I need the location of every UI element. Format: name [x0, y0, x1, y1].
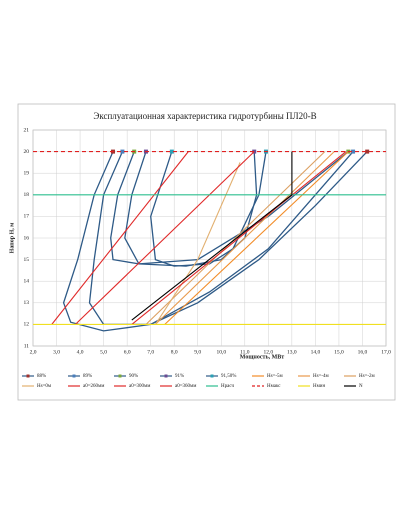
series-line [164, 151, 349, 325]
series-line [145, 151, 326, 325]
legend-label: Нмакс [267, 384, 281, 389]
x-tick-label: 2,0 [30, 349, 37, 355]
chart-title: Эксплуатационная характеристика гидротур… [93, 111, 316, 121]
x-tick-label: 6,0 [124, 349, 131, 355]
legend-label: а0=300мм [129, 384, 151, 389]
y-tick-label: 19 [24, 170, 30, 176]
legend-label: а0=260мм [83, 384, 105, 389]
x-tick-label: 10,0 [216, 349, 226, 355]
y-tick-label: 13 [24, 300, 30, 306]
series-line [131, 151, 347, 325]
y-tick-label: 16 [24, 235, 30, 241]
x-tick-label: 7,0 [147, 349, 154, 355]
legend-marker [26, 374, 30, 378]
legend-label: Нрасч [221, 384, 234, 389]
point-marker [252, 149, 257, 154]
x-tick-label: 8,0 [171, 349, 178, 355]
legend-label: 89% [83, 374, 92, 379]
legend-label: 91,50% [221, 374, 236, 379]
legend-marker [164, 374, 168, 378]
legend-label: Нs=0м [37, 384, 52, 389]
legend-label: 91% [175, 374, 184, 379]
point-marker [351, 149, 356, 154]
x-tick-label: 3,0 [53, 349, 60, 355]
legend-label: Нs=-4м [313, 374, 330, 379]
legend-label: Нs=-5м [267, 374, 284, 379]
x-tick-label: 11,0 [240, 349, 250, 355]
point-marker [365, 149, 370, 154]
point-marker [120, 149, 125, 154]
legend-label: N [359, 384, 363, 389]
x-tick-label: 12,0 [264, 349, 274, 355]
x-axis-label: Мощность, МВт [240, 354, 285, 360]
legend-label: Нs=-2м [359, 374, 376, 379]
x-tick-label: 16,0 [358, 349, 368, 355]
y-tick-label: 11 [24, 343, 30, 349]
series-line [131, 151, 293, 321]
legend-label: 90% [129, 374, 138, 379]
point-marker [169, 149, 174, 154]
legend-label: а0=360мм [175, 384, 197, 389]
legend-label: Нмин [313, 384, 325, 389]
y-tick-label: 15 [24, 257, 30, 263]
y-tick-label: 14 [24, 278, 30, 284]
y-tick-label: 18 [24, 192, 30, 198]
legend-marker [118, 374, 122, 378]
y-tick-label: 21 [24, 127, 30, 133]
legend-marker [72, 374, 76, 378]
x-tick-label: 5,0 [100, 349, 107, 355]
x-tick-label: 13,0 [287, 349, 297, 355]
x-tick-label: 9,0 [194, 349, 201, 355]
y-tick-label: 20 [24, 149, 30, 155]
x-tick-label: 15,0 [334, 349, 344, 355]
legend-label: 88% [37, 374, 46, 379]
series-line [62, 151, 368, 332]
y-axis-label: Напор Н, м [9, 223, 15, 254]
series-line [155, 151, 335, 325]
legend-marker [210, 374, 214, 378]
x-tick-label: 4,0 [77, 349, 84, 355]
x-tick-label: 14,0 [311, 349, 321, 355]
series-line [51, 151, 189, 325]
series-line [150, 151, 267, 267]
series-line [75, 151, 255, 325]
x-tick-label: 17,0 [381, 349, 391, 355]
y-tick-label: 12 [24, 322, 30, 328]
y-tick-label: 17 [24, 214, 30, 220]
